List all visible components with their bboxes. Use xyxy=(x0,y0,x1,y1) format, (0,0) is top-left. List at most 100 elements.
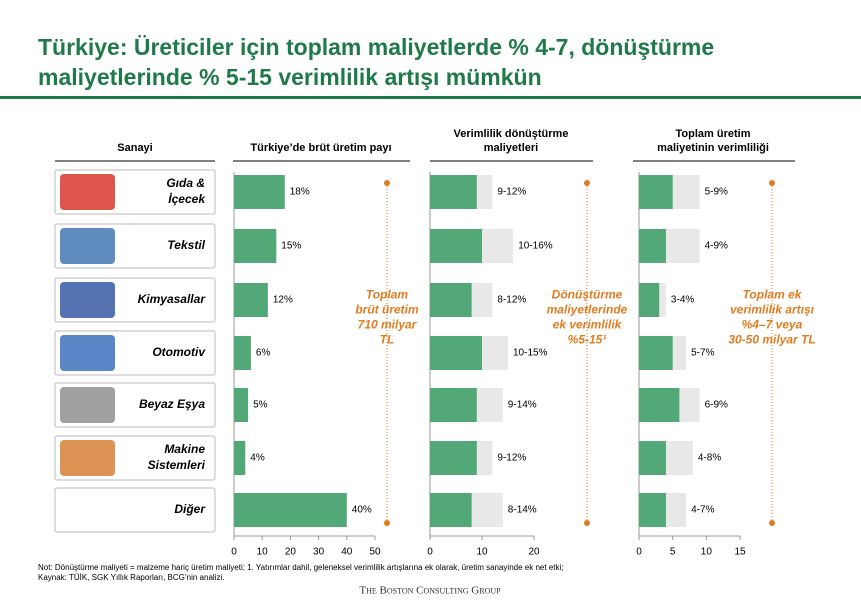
footnote: Kaynak: TÜİK, SGK Yıllık Raporları, BCG’… xyxy=(38,573,224,582)
sector-box xyxy=(54,487,216,533)
x-tick-label: 20 xyxy=(285,547,297,558)
bar xyxy=(234,229,277,263)
sector-label: Otomotiv xyxy=(152,345,206,359)
sector-label: Beyaz Eşya xyxy=(139,397,205,411)
annotation: brüt üretim xyxy=(355,303,419,317)
value-label: 5% xyxy=(253,400,268,411)
sector-icon xyxy=(60,228,115,264)
value-label: 9-12% xyxy=(497,187,526,198)
sector-label: Sistemleri xyxy=(148,458,206,472)
annotation: %4–7 veya xyxy=(742,318,803,332)
value-label: 4-7% xyxy=(691,505,714,516)
annotation: Dönüştürme xyxy=(552,288,623,302)
bar xyxy=(430,441,477,475)
value-label: 4-8% xyxy=(698,453,721,464)
annotation-dot xyxy=(769,520,775,526)
annotation-dot xyxy=(584,180,590,186)
x-tick-label: 50 xyxy=(369,547,381,558)
bar xyxy=(639,493,666,527)
sector-label: Gıda & xyxy=(166,176,205,190)
title-line: Türkiye: Üreticiler için toplam maliyetl… xyxy=(38,34,714,60)
value-label: 4-9% xyxy=(705,241,728,252)
bar xyxy=(430,175,477,209)
sector-icon xyxy=(60,335,115,371)
x-tick-label: 10 xyxy=(476,547,488,558)
x-tick-label: 15 xyxy=(734,547,746,558)
logo: The Boston Consulting Group xyxy=(359,585,501,597)
x-tick-label: 30 xyxy=(313,547,325,558)
value-label: 6% xyxy=(256,348,271,359)
value-label: 3-4% xyxy=(671,295,694,306)
x-tick-label: 10 xyxy=(701,547,713,558)
annotation: TL xyxy=(380,333,395,347)
value-label: 15% xyxy=(281,241,301,252)
column-header: Türkiye’de brüt üretim payı xyxy=(250,142,391,154)
annotation-dot xyxy=(384,520,390,526)
value-label: 40% xyxy=(352,505,372,516)
bar xyxy=(430,336,482,370)
bar xyxy=(639,283,660,317)
sector-icon xyxy=(60,387,115,423)
x-tick-label: 0 xyxy=(636,547,642,558)
sector-label: Tekstil xyxy=(167,238,205,252)
title-rule xyxy=(0,96,861,99)
bar xyxy=(234,388,249,422)
annotation: Toplam xyxy=(366,288,409,302)
annotation: ek verimlilik xyxy=(553,318,623,332)
value-label: 18% xyxy=(290,187,310,198)
bar xyxy=(639,388,680,422)
bar xyxy=(234,175,285,209)
x-tick-label: 10 xyxy=(257,547,269,558)
annotation-dot xyxy=(584,520,590,526)
title-line: maliyetlerinde % 5-15 verimlilik artışı … xyxy=(38,64,542,90)
annotation-dot xyxy=(769,180,775,186)
annotation: 710 milyar xyxy=(358,318,418,332)
sector-label: Kimyasallar xyxy=(138,292,207,306)
annotation: %5-15¹ xyxy=(568,333,607,347)
sector-icon xyxy=(60,282,115,318)
value-label: 5-7% xyxy=(691,348,714,359)
value-label: 9-14% xyxy=(508,400,537,411)
annotation: Toplam ek xyxy=(743,288,803,302)
x-tick-label: 0 xyxy=(427,547,433,558)
value-label: 5-9% xyxy=(705,187,728,198)
sector-icon xyxy=(60,440,115,476)
value-label: 10-15% xyxy=(513,348,548,359)
bar xyxy=(430,388,477,422)
bar xyxy=(430,493,472,527)
bar xyxy=(430,283,472,317)
bar xyxy=(639,229,666,263)
x-tick-label: 20 xyxy=(528,547,540,558)
value-label: 12% xyxy=(273,295,293,306)
value-label: 8-14% xyxy=(508,505,537,516)
x-tick-label: 40 xyxy=(341,547,353,558)
bar xyxy=(234,441,246,475)
value-label: 10-16% xyxy=(518,241,553,252)
bar xyxy=(430,229,482,263)
column-header: Sanayi xyxy=(117,142,152,154)
bar xyxy=(234,336,251,370)
sector-label: İçecek xyxy=(168,191,206,206)
annotation-dot xyxy=(384,180,390,186)
value-label: 9-12% xyxy=(497,453,526,464)
value-label: 8-12% xyxy=(497,295,526,306)
footnote: Not: Dönüştürme maliyeti = malzeme hariç… xyxy=(38,563,563,572)
x-tick-label: 5 xyxy=(670,547,676,558)
sector-label: Diğer xyxy=(174,502,206,516)
column-header: Toplam üretim xyxy=(676,128,751,140)
annotation: maliyetlerinde xyxy=(547,303,628,317)
annotation: 30-50 milyar TL xyxy=(728,333,815,347)
column-header: Verimlilik dönüştürme xyxy=(454,128,569,140)
value-label: 6-9% xyxy=(705,400,728,411)
x-tick-label: 0 xyxy=(231,547,237,558)
bar xyxy=(639,441,666,475)
column-header: maliyetleri xyxy=(484,142,538,154)
column-header: maliyetinin verimliliği xyxy=(657,142,769,154)
value-label: 4% xyxy=(250,453,265,464)
bar xyxy=(639,175,673,209)
bar xyxy=(234,283,268,317)
annotation: verimlilik artışı xyxy=(730,303,815,317)
bar xyxy=(234,493,347,527)
sector-label: Makine xyxy=(164,442,205,456)
